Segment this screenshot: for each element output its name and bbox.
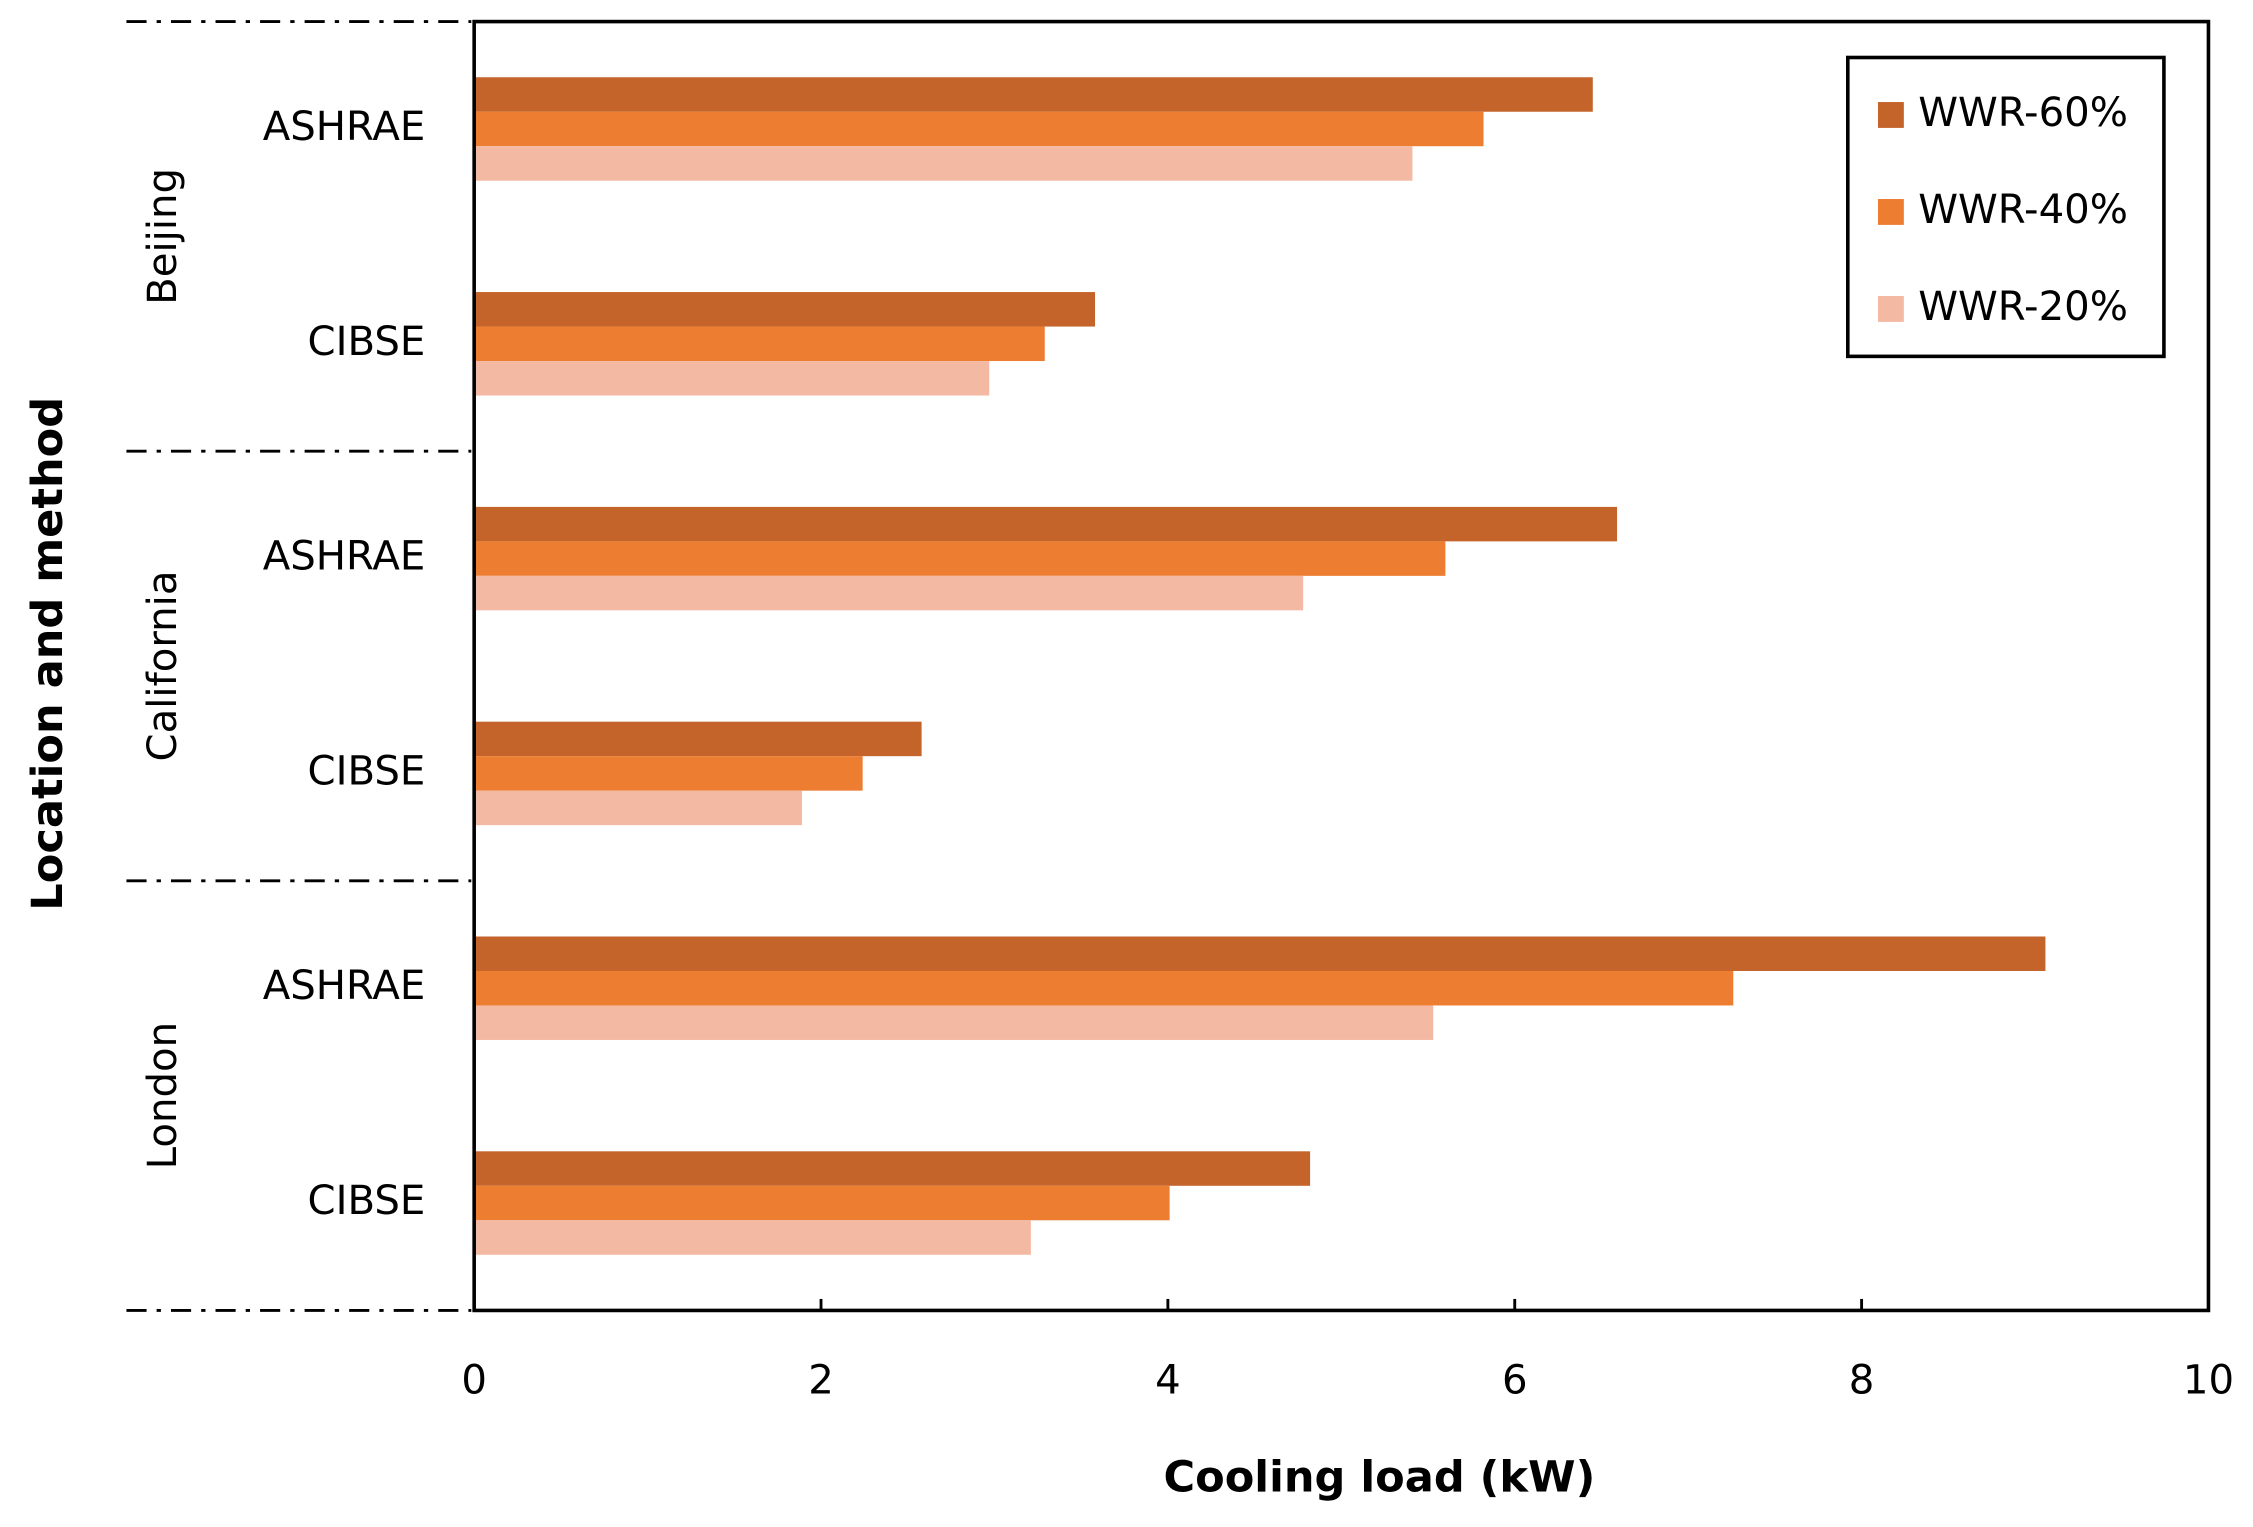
bar bbox=[474, 292, 1096, 327]
x-axis-title: Cooling load (kW) bbox=[1163, 1452, 1595, 1502]
x-tick-label: 2 bbox=[808, 1357, 834, 1403]
group-label: California bbox=[140, 571, 186, 762]
legend-label: WWR-40% bbox=[1918, 187, 2128, 233]
bar bbox=[474, 541, 1446, 576]
legend-swatch bbox=[1877, 199, 1904, 225]
bar bbox=[474, 77, 1593, 112]
x-tick-label: 0 bbox=[461, 1357, 487, 1403]
legend-label: WWR-20% bbox=[1918, 284, 2128, 330]
group-label: Beijing bbox=[140, 168, 186, 305]
bar bbox=[474, 326, 1045, 362]
bar bbox=[474, 1151, 1311, 1186]
bar bbox=[474, 936, 2046, 971]
legend-swatch bbox=[1877, 296, 1904, 322]
legend-swatch bbox=[1877, 102, 1904, 128]
bar bbox=[474, 756, 863, 791]
category-label: ASHRAE bbox=[263, 963, 426, 1009]
x-tick-label: 10 bbox=[2183, 1357, 2234, 1403]
bar bbox=[474, 1185, 1170, 1221]
x-tick-label: 8 bbox=[1849, 1357, 1875, 1403]
group-label: London bbox=[140, 1022, 186, 1169]
bar bbox=[474, 146, 1413, 181]
bar bbox=[474, 721, 922, 757]
bar bbox=[474, 790, 802, 826]
bar bbox=[474, 111, 1484, 147]
category-label: CIBSE bbox=[308, 748, 426, 794]
category-label: CIBSE bbox=[308, 1178, 426, 1224]
bar bbox=[474, 361, 990, 396]
category-label: CIBSE bbox=[308, 319, 426, 365]
y-axis-title: Location and method bbox=[23, 397, 73, 911]
bar bbox=[474, 1005, 1434, 1040]
x-tick-label: 4 bbox=[1155, 1357, 1181, 1403]
bar bbox=[474, 1220, 1031, 1255]
legend-label: WWR-60% bbox=[1918, 90, 2128, 136]
x-tick-label: 6 bbox=[1502, 1357, 1528, 1403]
category-label: ASHRAE bbox=[263, 534, 426, 580]
bar bbox=[474, 506, 1618, 542]
bar bbox=[474, 575, 1304, 611]
plot-frame bbox=[472, 19, 2211, 1313]
bar bbox=[474, 970, 1734, 1006]
category-label: ASHRAE bbox=[263, 104, 426, 150]
